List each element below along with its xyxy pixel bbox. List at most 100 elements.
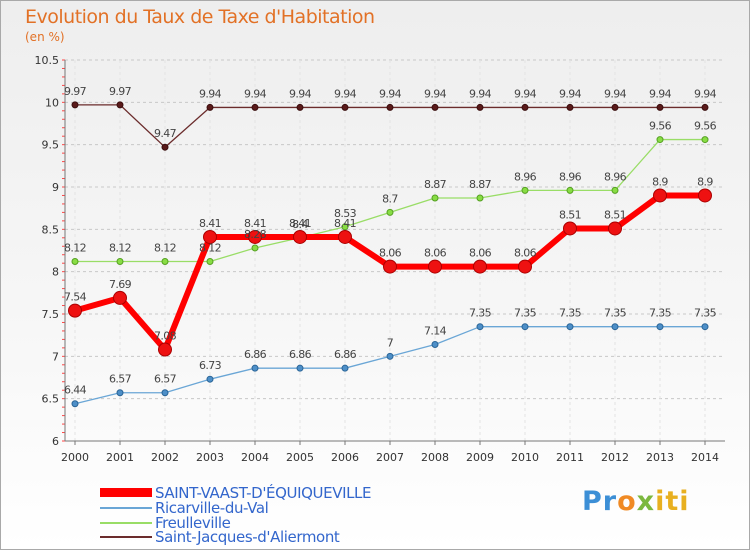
data-point-1 <box>71 400 79 408</box>
data-label-1: 7.35 <box>514 307 537 320</box>
data-point-3 <box>701 103 709 111</box>
data-point-0 <box>518 259 532 274</box>
data-label-3: 9.94 <box>694 87 717 100</box>
data-label-0: 7.69 <box>109 278 132 291</box>
legend-label-saint-jacques: Saint-Jacques-d'Aliermont <box>155 528 340 546</box>
y-tick-label: 6.5 <box>42 393 60 406</box>
data-label-0: 8.51 <box>559 208 581 221</box>
data-label-0: 8.06 <box>469 247 492 260</box>
data-point-3 <box>611 103 619 111</box>
data-label-3: 9.94 <box>424 87 447 100</box>
data-point-1 <box>206 375 214 383</box>
y-tick-label: 10 <box>45 96 59 109</box>
data-label-0: 7.54 <box>64 291 87 304</box>
data-label-2: 8.96 <box>559 170 582 183</box>
data-label-1: 6.73 <box>199 359 222 372</box>
data-label-2: 8.87 <box>469 178 492 191</box>
data-point-2 <box>611 186 619 194</box>
data-point-2 <box>116 258 124 266</box>
data-point-2 <box>656 136 664 144</box>
data-point-1 <box>521 323 529 331</box>
data-point-0 <box>563 221 577 236</box>
legend-swatch-saint-jacques <box>100 536 152 538</box>
x-tick-label: 2010 <box>511 451 539 464</box>
data-label-1: 7.35 <box>649 307 672 320</box>
data-point-0 <box>293 229 307 244</box>
data-point-2 <box>566 186 574 194</box>
data-point-0 <box>248 229 262 244</box>
legend-item-ricarville[interactable]: Ricarville-du-Val <box>100 500 400 516</box>
data-point-1 <box>611 323 619 331</box>
data-label-1: 7.14 <box>424 324 447 337</box>
data-label-3: 9.47 <box>154 127 177 140</box>
data-label-2: 8.53 <box>334 207 357 220</box>
x-tick-label: 2007 <box>376 451 404 464</box>
data-label-3: 9.94 <box>379 87 402 100</box>
data-point-1 <box>341 364 349 372</box>
data-label-2: 8.12 <box>154 242 176 255</box>
data-point-3 <box>386 103 394 111</box>
data-point-2 <box>386 208 394 216</box>
data-label-3: 9.94 <box>649 87 672 100</box>
legend-item-freulleville[interactable]: Freulleville <box>100 515 400 531</box>
legend-item-saint-vaast[interactable]: SAINT-VAAST-D'ÉQUIQUEVILLE <box>100 485 400 501</box>
data-point-1 <box>701 323 709 331</box>
data-point-1 <box>161 389 169 397</box>
data-label-3: 9.94 <box>289 87 312 100</box>
legend-item-saint-jacques[interactable]: Saint-Jacques-d'Aliermont <box>100 529 400 545</box>
data-label-3: 9.94 <box>469 87 492 100</box>
proxiti-logo: Proxiti <box>582 486 690 517</box>
data-point-3 <box>206 103 214 111</box>
data-label-0: 8.41 <box>199 217 221 230</box>
data-point-0 <box>473 259 487 274</box>
chart-subtitle: (en %) <box>25 30 65 44</box>
x-tick-label: 2004 <box>241 451 269 464</box>
data-label-1: 6.86 <box>244 348 267 361</box>
data-label-2: 8.12 <box>64 242 86 255</box>
data-point-3 <box>566 103 574 111</box>
data-point-1 <box>566 323 574 331</box>
data-label-3: 9.94 <box>334 87 357 100</box>
legend-swatch-saint-vaast <box>100 488 152 497</box>
x-tick-label: 2012 <box>601 451 629 464</box>
data-point-2 <box>431 194 439 202</box>
data-point-0 <box>68 303 82 318</box>
data-point-2 <box>341 223 349 231</box>
data-point-3 <box>431 103 439 111</box>
data-point-2 <box>521 186 529 194</box>
data-label-3: 9.97 <box>109 85 132 98</box>
data-label-0: 8.41 <box>289 217 311 230</box>
x-tick-label: 2009 <box>466 451 494 464</box>
data-point-0 <box>608 221 622 236</box>
data-point-1 <box>386 352 394 360</box>
data-point-0 <box>158 342 172 357</box>
x-tick-label: 2003 <box>196 451 224 464</box>
data-label-3: 9.97 <box>64 85 87 98</box>
data-label-1: 7.35 <box>694 307 717 320</box>
data-point-3 <box>251 103 259 111</box>
data-point-0 <box>113 290 127 305</box>
data-point-1 <box>656 323 664 331</box>
legend-label-freulleville: Freulleville <box>155 514 231 532</box>
y-tick-label: 6 <box>52 435 59 448</box>
x-tick-label: 2001 <box>106 451 134 464</box>
data-label-1: 7.35 <box>469 307 492 320</box>
y-tick-label: 9 <box>52 181 59 194</box>
data-label-2: 9.56 <box>649 120 672 133</box>
x-tick-label: 2013 <box>646 451 674 464</box>
data-label-3: 9.94 <box>199 87 222 100</box>
data-label-0: 8.06 <box>379 247 402 260</box>
legend-label-saint-vaast: SAINT-VAAST-D'ÉQUIQUEVILLE <box>155 484 372 502</box>
x-tick-label: 2002 <box>151 451 179 464</box>
data-label-0: 8.41 <box>334 217 356 230</box>
data-label-1: 6.57 <box>109 373 132 386</box>
data-label-2: 8.7 <box>382 192 398 205</box>
data-label-2: 8.96 <box>514 170 537 183</box>
data-point-1 <box>476 323 484 331</box>
legend-swatch-ricarville <box>100 507 152 509</box>
data-point-2 <box>161 258 169 266</box>
y-tick-label: 8.5 <box>42 223 60 236</box>
x-tick-label: 2008 <box>421 451 449 464</box>
